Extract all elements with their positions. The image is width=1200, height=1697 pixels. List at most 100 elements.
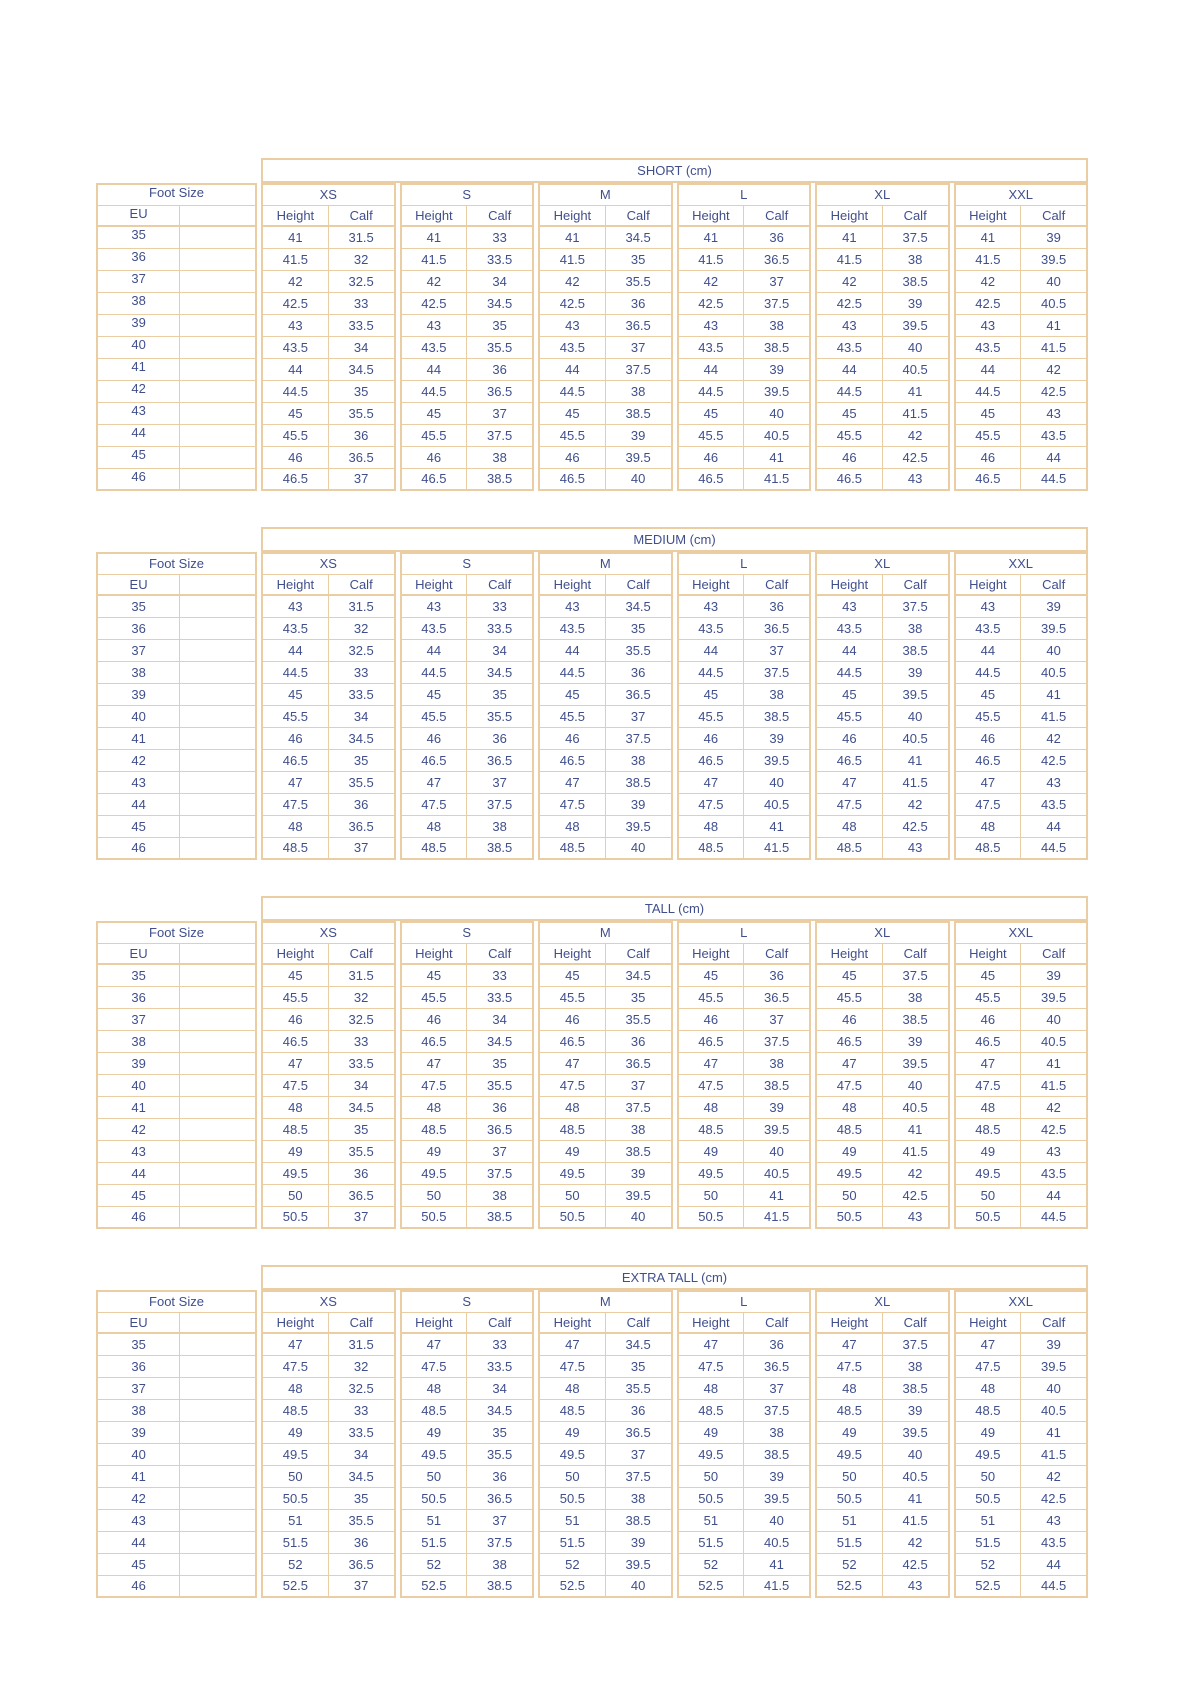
height-cell: 42.5 <box>815 291 883 315</box>
size-section-head: L Height Calf <box>676 552 811 596</box>
empty-cell <box>179 1552 257 1576</box>
table-row: 48 39 <box>676 1095 811 1119</box>
calf-cell: 41.5 <box>1020 1442 1088 1466</box>
table-row: 48.5 39 <box>815 1398 950 1422</box>
eu-size-cell: 40 <box>96 1442 181 1466</box>
calf-cell: 39 <box>1020 225 1088 249</box>
calf-cell: 36 <box>743 594 811 618</box>
table-row: 45 38.5 <box>538 401 673 425</box>
table-row: 43.5 35.5 <box>399 335 534 359</box>
calf-cell: 41.5 <box>743 1574 811 1598</box>
height-cell: 47.5 <box>399 792 468 816</box>
height-cell: 41 <box>261 225 329 249</box>
empty-cell <box>179 1117 257 1141</box>
size-section-m: M Height Calf 41 34.5 41.5 35 42 35.5 42.5 36 43 36.… <box>538 183 673 491</box>
table-row: 51.5 36 <box>261 1530 396 1554</box>
height-cell: 48 <box>538 1376 606 1400</box>
empty-cell <box>179 638 257 662</box>
table-row: 52.5 38.5 <box>399 1574 534 1598</box>
height-cell: 46 <box>815 1007 883 1031</box>
calf-cell: 35 <box>327 748 396 772</box>
height-header: Height <box>815 573 883 596</box>
calf-cell: 36 <box>466 1464 534 1488</box>
calf-cell: 31.5 <box>327 225 396 249</box>
calf-header: Calf <box>743 204 811 227</box>
table-row: 43 <box>96 1139 257 1163</box>
size-chart-medium: MEDIUM (cm) Foot Size EU 35 36 37 38 39 40 41 42 43… <box>96 527 1088 860</box>
table-row: 41 31.5 <box>261 225 396 249</box>
table-row: 48 38.5 <box>815 1376 950 1400</box>
size-section-head: XS Height Calf <box>261 552 396 596</box>
table-row: 41.5 33.5 <box>399 247 534 271</box>
height-cell: 52 <box>953 1552 1022 1576</box>
calf-header: Calf <box>327 573 396 596</box>
calf-cell: 40 <box>604 467 673 491</box>
eu-size-cell: 43 <box>96 770 181 794</box>
size-section-xl: XL Height Calf 45 37.5 45.5 38 46 38.5 46.5 39 47 39… <box>815 921 950 1229</box>
measure-header-row: Height Calf <box>399 942 534 965</box>
table-row: 51 43 <box>953 1508 1088 1532</box>
height-cell: 46 <box>815 445 883 469</box>
height-cell: 43 <box>953 313 1022 337</box>
height-cell: 47 <box>676 770 745 794</box>
table-row: 47.5 34 <box>261 1073 396 1097</box>
calf-cell: 41 <box>1020 313 1088 337</box>
calf-cell: 44 <box>1020 1552 1088 1576</box>
calf-cell: 35.5 <box>327 1139 396 1163</box>
height-cell: 43.5 <box>261 335 329 359</box>
eu-size-cell: 44 <box>96 792 181 816</box>
height-cell: 46.5 <box>261 748 329 772</box>
calf-cell: 32.5 <box>327 269 396 293</box>
eu-size-cell: 37 <box>96 1376 181 1400</box>
height-header: Height <box>676 204 745 227</box>
size-name-row: XS <box>261 921 395 944</box>
height-cell: 45 <box>261 401 329 425</box>
empty-cell <box>179 616 257 640</box>
height-cell: 45 <box>261 963 329 987</box>
table-row: 45.5 33.5 <box>399 985 534 1009</box>
calf-cell: 40.5 <box>743 1161 811 1185</box>
table-row: 48.5 42.5 <box>953 1117 1088 1141</box>
table-row: 46 37.5 <box>538 726 673 750</box>
calf-cell: 41 <box>1020 1051 1088 1075</box>
height-cell: 51.5 <box>261 1530 329 1554</box>
table-row: 47 39 <box>953 1332 1088 1356</box>
calf-cell: 37.5 <box>881 963 950 987</box>
table-row: 49 37 <box>399 1139 534 1163</box>
table-row: 45 33.5 <box>261 682 396 706</box>
height-cell: 46.5 <box>953 748 1022 772</box>
table-row: 44 42 <box>953 357 1088 381</box>
table-row: 42 37 <box>676 269 811 293</box>
table-row: 41 <box>96 726 257 750</box>
height-cell: 42 <box>815 269 883 293</box>
calf-cell: 37.5 <box>466 1530 534 1554</box>
table-row: 51.5 43.5 <box>953 1530 1088 1554</box>
table-row: 47 38.5 <box>538 770 673 794</box>
table-row: 36 <box>96 247 257 271</box>
table-row: 47.5 39 <box>538 792 673 816</box>
calf-cell: 35 <box>327 379 396 403</box>
table-row: 44 <box>96 423 257 447</box>
size-section-body: 41 34.5 41.5 35 42 35.5 42.5 36 43 36.5 43.5 37 44 37… <box>538 225 673 491</box>
height-cell: 47.5 <box>261 1073 329 1097</box>
empty-cell <box>179 1007 257 1031</box>
size-section-head: XXL Height Calf <box>953 552 1088 596</box>
height-cell: 50 <box>538 1464 606 1488</box>
table-row: 48 37.5 <box>538 1095 673 1119</box>
calf-cell: 37 <box>743 1007 811 1031</box>
height-cell: 48 <box>815 1376 883 1400</box>
height-cell: 47 <box>399 1332 468 1356</box>
height-cell: 47.5 <box>815 1354 883 1378</box>
table-row: 46 34 <box>399 1007 534 1031</box>
table-row: 44.5 37.5 <box>676 660 811 684</box>
size-section-body: 45 37.5 45.5 38 46 38.5 46.5 39 47 39.5 47.5 40 48 40… <box>815 963 950 1229</box>
calf-cell: 37.5 <box>743 1029 811 1053</box>
calf-cell: 40 <box>743 401 811 425</box>
table-row: 44 39 <box>676 357 811 381</box>
calf-cell: 36 <box>604 1398 673 1422</box>
height-cell: 47.5 <box>538 792 606 816</box>
height-cell: 43.5 <box>953 616 1022 640</box>
eu-size-cell: 36 <box>96 247 181 271</box>
calf-cell: 33 <box>327 291 396 315</box>
table-row: 45.5 37 <box>538 704 673 728</box>
